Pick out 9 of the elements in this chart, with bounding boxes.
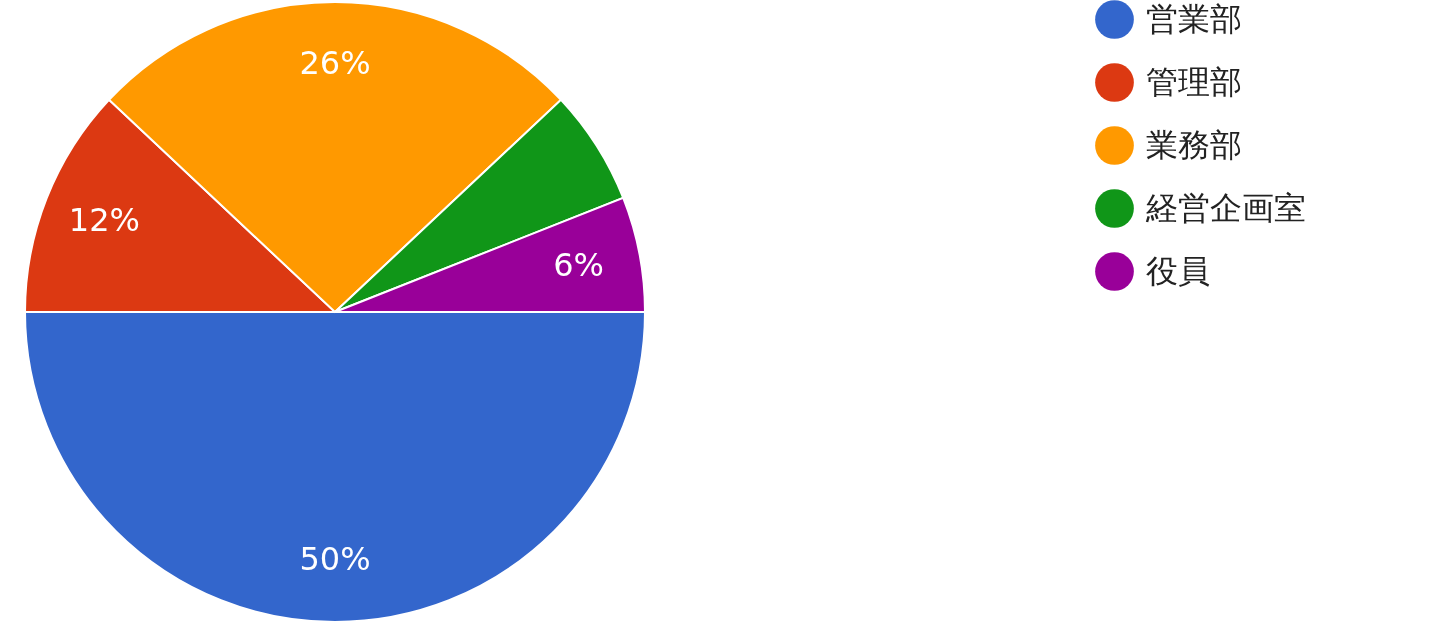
legend-label: 営業部 — [1146, 0, 1242, 38]
data-label: 50% — [299, 540, 371, 578]
legend-label: 管理部 — [1146, 62, 1242, 101]
legend-label: 経営企画室 — [1145, 188, 1306, 227]
data-label: 26% — [299, 44, 371, 82]
legend-label: 役員 — [1146, 251, 1210, 290]
data-label: 6% — [553, 245, 604, 284]
data-label: 12% — [68, 200, 140, 239]
legend-label: 業務部 — [1146, 125, 1242, 164]
